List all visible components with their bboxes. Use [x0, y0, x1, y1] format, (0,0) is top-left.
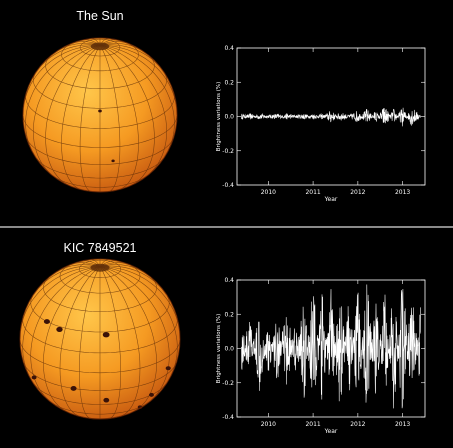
- kic-figure: 0.4 0.2 0.0 -0.2 -0.4 2010 2011 2012 2013 Year Bri…: [19, 258, 426, 435]
- y-tick-label: 0.2: [224, 311, 234, 318]
- x-axis-label: Year: [324, 196, 338, 203]
- longitude-line: [43, 266, 101, 412]
- x-tick-label: 2010: [261, 189, 276, 196]
- plot-frame: [236, 47, 426, 186]
- starspot: [102, 331, 110, 338]
- sun-panel: The Sun 0.4 0.2 0.0 -0.2 -0.4 2010 2011 2012 201…: [22, 9, 426, 203]
- longitude-line: [79, 45, 101, 192]
- lat-lon-grid: [23, 38, 177, 192]
- longitude-line: [99, 266, 170, 403]
- longitude-line: [99, 266, 178, 380]
- starspot: [43, 319, 50, 324]
- x-tick-label: 2011: [305, 189, 320, 196]
- longitude-line: [61, 44, 101, 190]
- longitude-line: [25, 44, 101, 155]
- y-tick-label: 0.0: [224, 346, 234, 353]
- y-tick-label: 0.2: [224, 79, 234, 86]
- y-tick-label: -0.2: [222, 148, 234, 155]
- longitude-line: [99, 44, 139, 190]
- longitude-line: [99, 266, 157, 412]
- pole-marker: [90, 42, 110, 51]
- sun-figure: 0.4 0.2 0.0 -0.2 -0.4 2010 2011 2012 2013 Year Bri…: [22, 37, 426, 203]
- longitude-line: [79, 266, 101, 419]
- starspot: [56, 326, 63, 332]
- pole-marker: [90, 263, 110, 272]
- light-curve: [241, 107, 421, 127]
- y-axis-label: Brightness variations (%): [216, 82, 222, 152]
- y-axis-label: Brightness variations (%): [216, 314, 222, 384]
- star-title: The Sun: [76, 9, 124, 23]
- longitude-line: [99, 45, 121, 192]
- starspot: [31, 375, 37, 380]
- longitude-line: [99, 44, 167, 177]
- y-tick-label: 0.0: [224, 114, 234, 121]
- x-tick-label: 2012: [350, 189, 365, 196]
- y-tick-label: -0.4: [222, 414, 234, 421]
- longitude-line: [99, 44, 155, 186]
- panel-divider: [0, 226, 453, 228]
- longitude-line: [22, 266, 101, 380]
- longitude-line: [99, 44, 175, 155]
- x-tick-label: 2013: [395, 421, 410, 428]
- starspot: [111, 159, 115, 163]
- x-tick-label: 2010: [261, 421, 276, 428]
- starspot: [103, 397, 110, 403]
- star-title: KIC 7849521: [63, 241, 137, 255]
- x-axis-label: Year: [324, 428, 338, 435]
- y-tick-label: -0.4: [222, 182, 234, 189]
- longitude-line: [33, 44, 101, 177]
- starspot: [70, 386, 77, 391]
- y-tick-label: -0.2: [222, 380, 234, 387]
- longitude-line: [99, 266, 141, 417]
- star-limb: [19, 258, 181, 420]
- x-tick-label: 2012: [350, 421, 365, 428]
- x-tick-label: 2013: [395, 189, 410, 196]
- longitude-line: [45, 44, 101, 186]
- longitude-line: [99, 266, 121, 419]
- longitude-line: [59, 266, 101, 417]
- starspot: [149, 392, 154, 397]
- y-tick-label: 0.4: [224, 277, 234, 284]
- longitude-line: [30, 266, 101, 403]
- light-curve: [241, 284, 421, 409]
- x-tick-label: 2011: [305, 421, 320, 428]
- kic-panel: KIC 7849521 0.4 0.2 0.0 -0.2 -0.4 2010 2011 201…: [0, 229, 453, 448]
- starspot: [165, 366, 171, 371]
- starspot: [98, 109, 102, 113]
- lat-lon-grid: [20, 259, 180, 419]
- y-tick-label: 0.4: [224, 45, 234, 52]
- star-limb: [22, 37, 178, 193]
